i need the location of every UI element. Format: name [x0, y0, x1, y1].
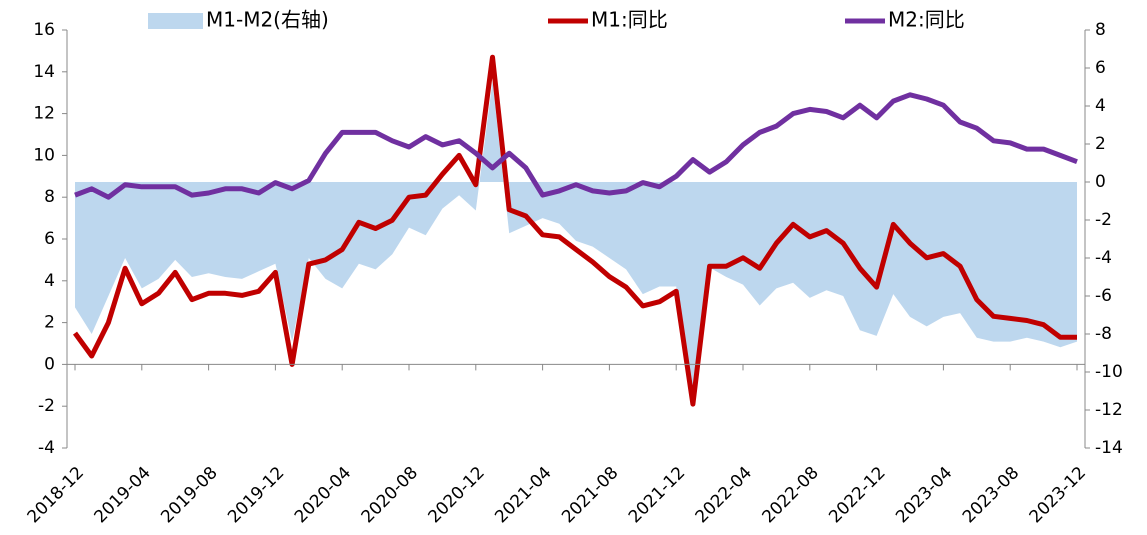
x-tick-label: 2023-12: [1026, 463, 1090, 527]
legend-swatch: [148, 13, 203, 29]
x-tick-label: 2022-12: [825, 463, 889, 527]
y-tick-label: -2: [38, 396, 55, 416]
x-tick-label: 2022-08: [759, 463, 823, 527]
y-tick-label: 6: [44, 229, 55, 249]
x-tick-label: 2023-08: [959, 463, 1023, 527]
y2-tick-label: -14: [1095, 438, 1123, 458]
y-tick-label: 10: [33, 145, 55, 165]
area: [75, 81, 1077, 405]
y-tick-label: 8: [44, 187, 55, 207]
y2-tick-label: -4: [1095, 248, 1112, 268]
y-tick-label: 4: [44, 271, 55, 291]
legend-label: M2:同比: [888, 8, 965, 32]
x-tick-label: 2019-08: [157, 463, 221, 527]
x-tick-label: 2020-12: [425, 463, 489, 527]
legend-label: M1:同比: [591, 8, 668, 32]
x-tick-label: 2023-04: [892, 463, 956, 527]
y-tick-label: 16: [33, 20, 55, 40]
y-tick-label: 12: [33, 104, 55, 124]
y2-tick-label: 8: [1095, 20, 1106, 40]
y2-tick-label: 2: [1095, 134, 1106, 154]
x-tick-label: 2019-12: [224, 463, 288, 527]
y2-tick-label: -12: [1095, 400, 1123, 420]
y2-tick-label: 4: [1095, 96, 1106, 116]
y2-tick-label: -8: [1095, 324, 1112, 344]
x-tick-label: 2019-04: [91, 463, 155, 527]
y2-tick-label: -2: [1095, 210, 1112, 230]
y2-tick-label: -10: [1095, 362, 1123, 382]
y-tick-label: -4: [38, 438, 55, 458]
y-tick-label: 0: [44, 354, 55, 374]
legend-label: M1-M2(右轴): [206, 8, 329, 32]
line: [72, 54, 1077, 407]
y2-tick-label: -6: [1095, 286, 1112, 306]
x-tick-label: 2020-08: [358, 463, 422, 527]
line: [74, 92, 1078, 200]
x-tick-label: 2021-04: [491, 463, 555, 527]
x-tick-label: 2020-04: [291, 463, 355, 527]
y-tick-label: 2: [44, 313, 55, 333]
x-tick-label: 2022-04: [692, 463, 756, 527]
y-tick-label: 14: [33, 62, 55, 82]
x-tick-label: 2021-12: [625, 463, 689, 527]
y2-tick-label: 0: [1095, 172, 1106, 192]
y2-tick-label: 6: [1095, 58, 1106, 78]
x-tick-label: 2021-08: [558, 463, 622, 527]
x-tick-label: 2018-12: [24, 463, 88, 527]
